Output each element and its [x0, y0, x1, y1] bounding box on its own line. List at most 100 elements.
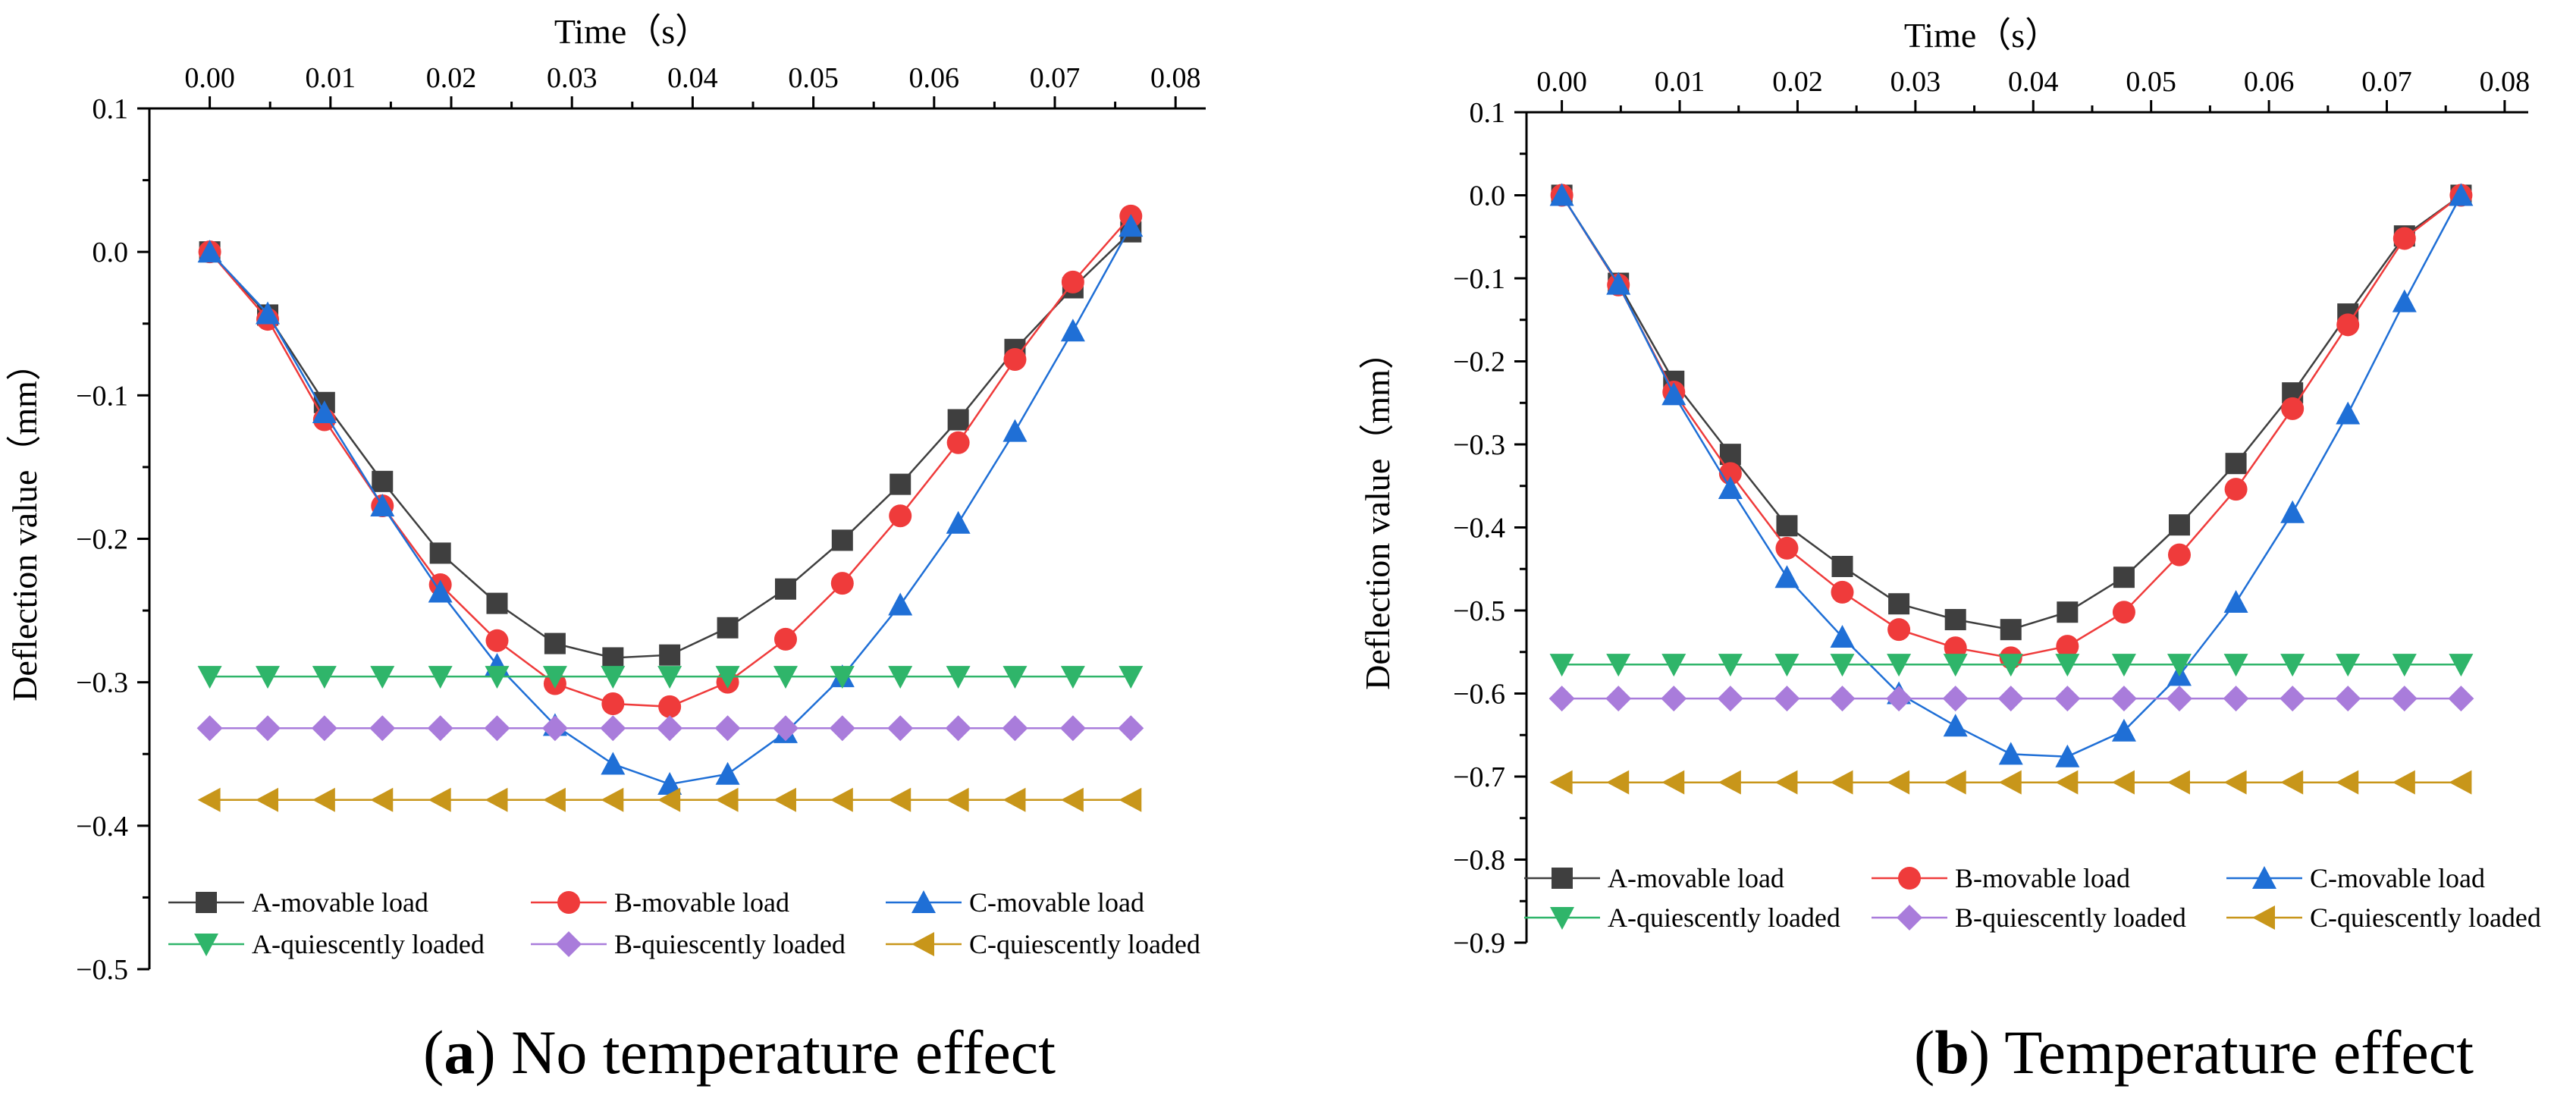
y-tick-label: −0.6 [1453, 679, 1505, 711]
data-point [2111, 770, 2135, 795]
x-tick-label: 0.01 [1655, 66, 1705, 98]
data-point [829, 715, 855, 742]
y-tick-label: −0.4 [76, 811, 128, 843]
x-tick-label: 0.08 [2480, 66, 2531, 98]
data-point [2392, 770, 2415, 795]
data-point [1944, 636, 1967, 660]
data-point [312, 400, 337, 424]
x-tick-label: 0.07 [1030, 62, 1081, 94]
data-point [772, 715, 799, 742]
y-tick-label: −0.3 [76, 667, 128, 699]
data-point [774, 578, 796, 600]
data-point [1002, 715, 1028, 742]
data-point [773, 627, 797, 651]
legend-marker [557, 891, 580, 914]
data-point [370, 787, 394, 812]
caption-letter: b [1934, 1018, 1969, 1087]
caption-close-paren: ) [475, 1018, 511, 1087]
data-point [888, 666, 913, 689]
legend-marker [556, 931, 582, 957]
legend-label: C-quiescently loaded [2310, 902, 2541, 933]
data-point [946, 431, 970, 454]
data-point [2279, 686, 2306, 712]
x-tick-label: 0.00 [1536, 66, 1587, 98]
data-point [657, 787, 681, 812]
series-a-quiescently-loaded [1549, 654, 2474, 677]
y-tick-label: 0.1 [1470, 97, 1506, 129]
legend-marker [1550, 907, 1574, 930]
data-point [888, 787, 911, 812]
legend-entry: B-quiescently loaded [1872, 902, 2186, 933]
legend-entry: A-quiescently loaded [1524, 902, 1840, 933]
data-point [2055, 654, 2080, 677]
data-point [312, 666, 337, 689]
data-point [2336, 401, 2361, 425]
data-point [1944, 609, 1966, 631]
data-point [1774, 654, 1799, 677]
series-b-movable-load [198, 204, 1143, 718]
y-tick-label: −0.5 [1453, 595, 1505, 627]
data-point [1886, 686, 1912, 712]
data-point [1887, 618, 1911, 642]
data-point [1830, 654, 1855, 677]
data-point [2055, 770, 2079, 795]
data-point [1774, 770, 1798, 795]
data-point [2336, 654, 2361, 677]
data-point [197, 666, 222, 689]
data-point [484, 715, 510, 742]
data-point [1719, 444, 1741, 466]
caption-text: No temperature effect [511, 1018, 1056, 1087]
data-point [2449, 770, 2472, 795]
data-point [601, 666, 626, 689]
data-point [2167, 654, 2192, 677]
data-point [1606, 271, 1631, 295]
data-point [1943, 654, 1968, 677]
y-tick-label: 0.1 [93, 93, 129, 125]
data-point [1003, 348, 1027, 372]
data-point [945, 715, 971, 742]
panel-caption: (b) Temperature effect [1914, 1018, 2474, 1087]
data-point [1661, 770, 1685, 795]
data-point [2057, 601, 2079, 623]
data-point [1718, 654, 1743, 677]
legend-entry: C-quiescently loaded [2226, 902, 2541, 933]
data-point [428, 787, 451, 812]
data-point [1997, 686, 2024, 712]
data-point [1002, 666, 1028, 689]
legend-label: B-movable load [1955, 863, 2130, 893]
data-point [657, 715, 683, 742]
data-point [1830, 770, 1853, 795]
data-point [197, 787, 221, 812]
data-point [542, 787, 566, 812]
data-point [2166, 686, 2192, 712]
data-point [887, 715, 914, 742]
x-tick-label: 0.02 [426, 62, 477, 94]
data-point [830, 572, 854, 595]
legend-entry: A-movable load [168, 887, 428, 918]
data-point [1059, 715, 1086, 742]
data-point [485, 629, 509, 652]
data-point [1887, 654, 1912, 677]
data-point [1061, 270, 1084, 293]
data-point [2167, 543, 2191, 566]
data-point [773, 666, 798, 689]
legend-label: A-movable load [252, 887, 428, 918]
data-point [2168, 514, 2190, 536]
data-point [541, 715, 568, 742]
x-tick-label: 0.04 [667, 62, 718, 94]
x-tick-label: 0.05 [788, 62, 839, 94]
x-tick-label: 0.06 [909, 62, 960, 94]
data-point [1549, 183, 1574, 206]
data-point [1718, 770, 1741, 795]
x-tick-label: 0.08 [1150, 62, 1201, 94]
data-point [2281, 397, 2305, 420]
data-point [197, 240, 222, 263]
data-point [715, 761, 740, 785]
data-point [196, 715, 223, 742]
y-tick-label: −0.1 [76, 380, 128, 412]
data-point [1119, 214, 1144, 237]
legend-entry: B-movable load [1872, 863, 2130, 893]
panel-b: 0.00 0.01 0.02 0.03 0.04 0.05 0.06 0.07 0.08 0.1 0… [1358, 16, 2541, 1087]
data-point [1060, 319, 1085, 342]
